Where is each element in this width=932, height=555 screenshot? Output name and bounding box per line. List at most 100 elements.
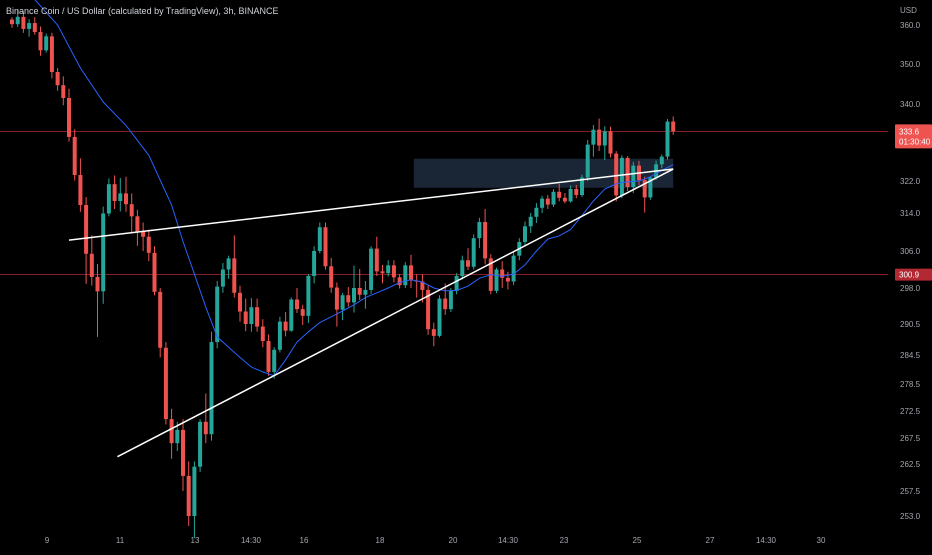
candle-body [192,466,197,516]
candle-body [84,205,89,254]
candle-body [300,309,305,316]
x-tick-label: 14:30 [756,536,777,545]
y-tick-label: 253.0 [900,512,921,521]
y-tick-label: 314.0 [900,209,921,218]
candle-body [557,191,562,198]
candle-body [477,222,482,239]
candle-body [124,193,128,205]
x-tick-label: 9 [45,536,50,545]
y-tick-label: 290.5 [900,320,921,329]
candle-body [631,165,636,187]
candle-body [334,287,339,310]
candle-body [106,184,111,214]
candle-body [95,276,100,292]
candle-body [443,298,448,310]
candle-body [32,23,37,33]
candle-body [585,144,590,178]
candle-body [255,307,260,327]
currency-label: USD [900,6,917,15]
candle-body [580,177,584,195]
candle-body [574,189,579,195]
y-tick-label: 340.0 [900,100,921,109]
y-tick-label: 284.5 [900,351,921,360]
x-tick-label: 16 [300,536,309,545]
candle-body [186,475,191,516]
y-tick-label: 278.5 [900,380,921,389]
candle-body [437,298,442,336]
candle-body [44,36,49,51]
candle-body [175,429,180,444]
candle-body [203,421,208,435]
candle-body [277,321,282,350]
candle-body [209,342,214,435]
marked-level-value: 300.9 [899,271,920,280]
candle-body [369,248,374,290]
candle-body [238,292,242,312]
y-tick-label: 298.0 [900,284,921,293]
candle-body [329,266,334,288]
candle-body [49,36,54,72]
candle-body [528,216,533,227]
candle-body [448,290,453,310]
candle-body [511,255,516,282]
candle-body [409,265,413,281]
candle-body [266,341,271,372]
candle-body [346,295,351,303]
candle-body [431,329,436,336]
candle-body [129,204,134,217]
candle-body [61,85,66,98]
candle-body [226,258,231,270]
candle-body [597,129,602,146]
x-tick-label: 13 [191,536,200,545]
candle-body [21,16,26,29]
candle-body [454,275,459,291]
current-price-tag [895,124,932,149]
candle-body [562,197,567,202]
candle-body [260,326,265,342]
candle-body [608,131,613,154]
candle-body [295,299,299,310]
candle-body [101,213,106,292]
candle-body [135,216,140,232]
candle-body [38,32,43,51]
y-tick-label: 322.0 [900,177,921,186]
candle-body [568,189,573,202]
x-tick-label: 14:30 [241,536,262,545]
y-tick-label: 267.5 [900,434,921,443]
candle-body [534,207,539,217]
x-tick-label: 23 [560,536,569,545]
y-tick-label: 257.5 [900,487,921,496]
candle-body [614,153,619,196]
candle-body [306,275,311,316]
candle-body [363,289,368,295]
candle-body [118,193,123,201]
candle-body [146,236,151,253]
candle-body [545,198,550,205]
y-tick-label: 272.5 [900,407,921,416]
candle-body [289,299,294,331]
x-tick-label: 30 [817,536,826,545]
candle-body [72,136,77,176]
candle-body [374,248,379,272]
candle-body [181,429,185,476]
moving-average-line [34,0,674,377]
candle-body [220,269,225,287]
candle-body [551,191,556,205]
candle-body [152,252,157,292]
candle-body [426,289,431,330]
candle-body [272,349,277,372]
candle-body [163,347,168,420]
candle-body [483,222,488,259]
x-tick-label: 18 [376,536,385,545]
candle-body [665,121,670,157]
candle-body [158,291,163,348]
x-tick-label: 14:30 [498,536,519,545]
candle-body [386,265,391,274]
candle-body [15,16,20,25]
candle-body [403,265,408,286]
candle-body [10,19,14,25]
candle-body [27,23,32,29]
